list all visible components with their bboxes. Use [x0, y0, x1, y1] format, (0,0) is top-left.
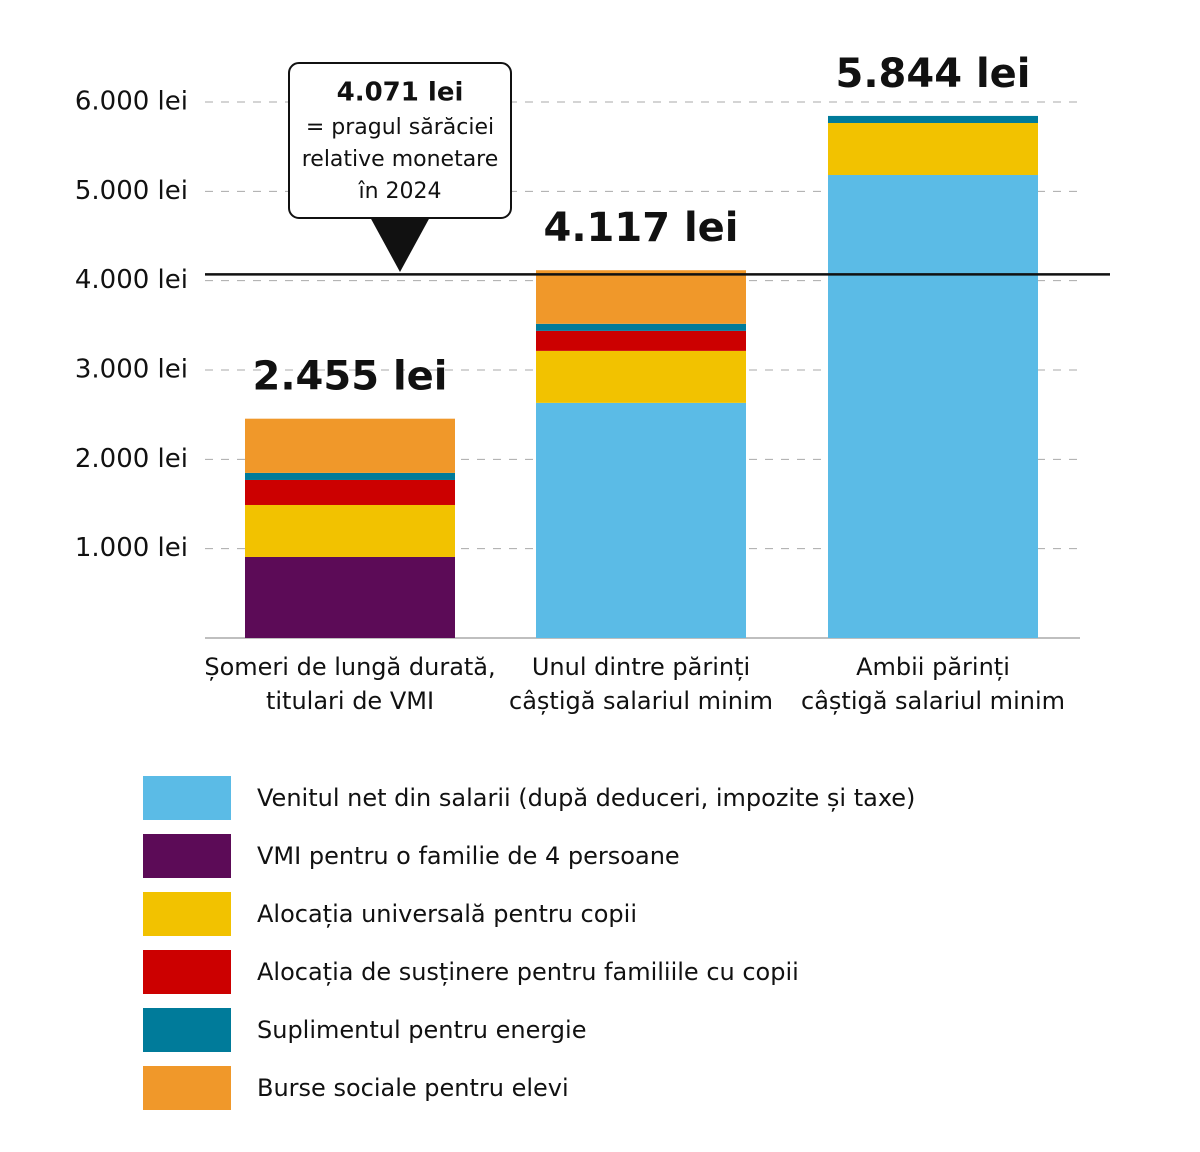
y-tick-label: 4.000 lei [75, 265, 188, 295]
total-label: 5.844 lei [836, 51, 1031, 97]
annotation-text: în 2024 [357, 179, 441, 204]
y-tick-label: 1.000 lei [75, 533, 188, 563]
legend-swatch [143, 892, 231, 936]
bar-segment [828, 174, 1038, 638]
legend-swatch [143, 1066, 231, 1110]
legend-label: Alocația universală pentru copii [257, 900, 637, 928]
y-tick-label: 6.000 lei [75, 87, 188, 117]
legend-label: Suplimentul pentru energie [257, 1016, 586, 1044]
bar-segment [536, 323, 746, 331]
y-tick-label: 2.000 lei [75, 444, 188, 474]
legend-label: Alocația de susținere pentru familiile c… [257, 958, 799, 986]
bar-segment [245, 472, 455, 480]
x-tick-label: Unul dintre părinți [532, 653, 750, 681]
total-label: 4.117 lei [544, 205, 739, 251]
bar-segment [245, 556, 455, 638]
legend-swatch [143, 1008, 231, 1052]
x-tick-label: titulari de VMI [266, 687, 434, 715]
bar-segment [828, 115, 1038, 123]
annotation-text: = pragul sărăciei [306, 115, 494, 140]
bar-segment [536, 270, 746, 324]
x-tick-label: Șomeri de lungă durată, [204, 653, 495, 681]
x-tick-label: Ambii părinți [856, 653, 1010, 681]
bar-segment [536, 402, 746, 638]
plot: 1.000 lei 2.000 lei 3.000 lei 4.000 lei 5.00… [75, 51, 1110, 715]
bar-segment [536, 350, 746, 403]
legend-label: Burse sociale pentru elevi [257, 1074, 569, 1102]
legend-swatch [143, 950, 231, 994]
annotation-pointer [370, 217, 430, 272]
y-tick-label: 5.000 lei [75, 176, 188, 206]
x-tick-label: câștigă salariul minim [509, 687, 773, 715]
legend-label: Venitul net din salarii (după deduceri, … [257, 784, 915, 812]
x-tick-label: câștigă salariul minim [801, 687, 1065, 715]
bar-segment [245, 504, 455, 557]
legend-swatch [143, 834, 231, 878]
bar-segment [245, 479, 455, 505]
legend-swatch [143, 776, 231, 820]
legend-label: VMI pentru o familie de 4 persoane [257, 842, 680, 870]
total-label: 2.455 lei [253, 354, 448, 400]
bar-segment [536, 330, 746, 351]
y-tick-label: 3.000 lei [75, 355, 188, 385]
annotation-text: relative monetare [302, 147, 499, 172]
bar-segment [828, 122, 1038, 175]
threshold-label: 4.071 lei [337, 78, 464, 108]
annotation: 4.071 lei = pragul sărăciei relative mon… [288, 62, 512, 272]
bar-segment [245, 418, 455, 473]
